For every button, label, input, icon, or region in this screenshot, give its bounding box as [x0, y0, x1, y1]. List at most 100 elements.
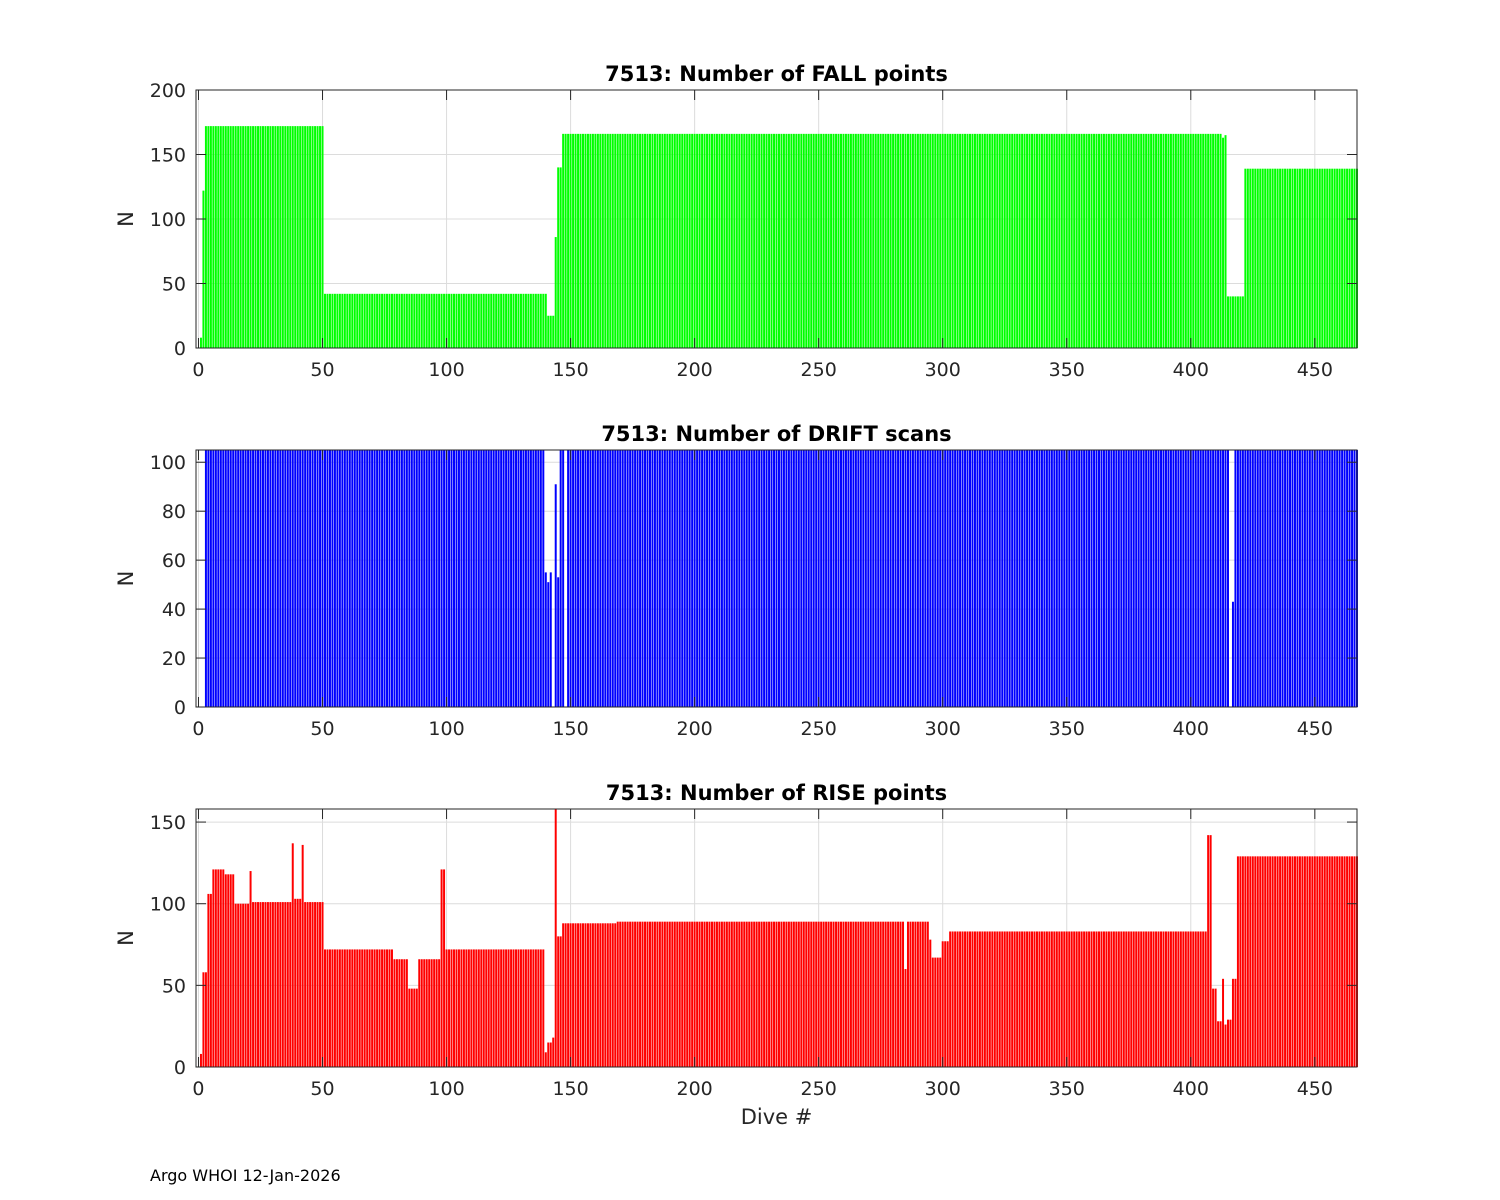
- bar-dive-316: [981, 133, 984, 348]
- bar-dive-137: [537, 450, 540, 707]
- bar-dive-217: [735, 133, 738, 348]
- bar-dive-325: [1003, 133, 1006, 348]
- bar-dive-158: [589, 450, 592, 707]
- bar-dive-356: [1080, 133, 1083, 348]
- bar-dive-361: [1093, 133, 1096, 348]
- bar-dive-427: [1256, 168, 1259, 348]
- bar-dive-329: [1013, 931, 1016, 1067]
- bar-dive-379: [1137, 133, 1140, 348]
- bar-dive-332: [1021, 931, 1024, 1067]
- bar-dive-197: [686, 921, 689, 1067]
- bar-dive-31: [274, 902, 277, 1067]
- bar-dive-124: [505, 293, 508, 348]
- bar-dive-61: [348, 293, 351, 348]
- bar-dive-363: [1098, 450, 1100, 707]
- bar-dive-148: [564, 133, 567, 348]
- bar-dive-387: [1157, 133, 1160, 348]
- bar-dive-415: [1227, 1019, 1229, 1067]
- bar-dive-155: [582, 133, 584, 348]
- bar-dive-255: [830, 133, 833, 348]
- bar-dive-242: [797, 921, 800, 1067]
- bar-dive-346: [1055, 931, 1058, 1067]
- bar-dive-311: [969, 450, 971, 707]
- bar-dive-430: [1264, 168, 1267, 348]
- bar-dive-102: [450, 949, 453, 1067]
- bar-dive-234: [777, 921, 780, 1067]
- x-tick-label: 50: [310, 359, 334, 381]
- bar-dive-286: [906, 133, 909, 348]
- bar-dive-354: [1075, 133, 1078, 348]
- bar-dive-362: [1095, 133, 1098, 348]
- bar-dive-197: [686, 450, 689, 707]
- bar-dive-16: [237, 903, 240, 1067]
- bar-dive-343: [1048, 133, 1051, 348]
- bar-dive-278: [887, 450, 890, 707]
- bar-dive-199: [691, 133, 694, 348]
- bar-dive-15: [234, 450, 237, 707]
- bar-dive-64: [356, 450, 359, 707]
- bar-dive-87: [413, 450, 416, 707]
- bar-dive-24: [257, 450, 260, 707]
- bar-dive-59: [343, 293, 346, 348]
- bar-dive-355: [1078, 931, 1081, 1067]
- bar-dive-240: [792, 133, 795, 348]
- bar-dive-271: [869, 133, 872, 348]
- bar-dive-403: [1197, 450, 1200, 707]
- bar-dive-108: [465, 949, 468, 1067]
- bar-dive-237: [785, 133, 788, 348]
- bar-dive-101: [448, 949, 451, 1067]
- bar-dive-126: [510, 293, 513, 348]
- bar-dive-103: [453, 450, 455, 707]
- bar-dive-325: [1003, 931, 1006, 1067]
- bar-dive-101: [448, 450, 451, 707]
- bar-dive-142: [549, 1042, 552, 1067]
- y-tick-label: 100: [150, 452, 186, 474]
- bar-dive-90: [420, 959, 423, 1067]
- bar-dive-441: [1291, 856, 1294, 1067]
- bar-dive-54: [331, 293, 334, 348]
- bar-dive-122: [500, 450, 503, 707]
- bar-dive-96: [435, 959, 438, 1067]
- bar-dive-401: [1192, 931, 1195, 1067]
- x-tick-label: 300: [925, 359, 961, 381]
- bar-dive-382: [1145, 450, 1148, 707]
- bar-dive-454: [1323, 856, 1326, 1067]
- bar-dive-44: [306, 126, 309, 349]
- bar-dive-383: [1147, 133, 1150, 348]
- bar-dive-410: [1214, 133, 1217, 348]
- bar-dive-138: [539, 293, 542, 348]
- bar-dive-37: [289, 450, 292, 707]
- bar-dive-33: [279, 126, 282, 349]
- bar-dive-416: [1229, 296, 1232, 348]
- bar-dive-109: [467, 949, 470, 1067]
- bar-dive-232: [773, 133, 776, 348]
- bar-dive-49: [319, 902, 322, 1067]
- bar-dive-60: [346, 949, 349, 1067]
- bar-dive-130: [519, 450, 522, 707]
- bar-dive-36: [286, 126, 289, 349]
- bar-dive-304: [951, 133, 954, 348]
- bar-dive-436: [1279, 168, 1282, 348]
- bar-dive-431: [1266, 168, 1269, 348]
- bar-dive-359: [1088, 133, 1091, 348]
- bar-dive-411: [1217, 1021, 1220, 1067]
- bar-dive-451: [1316, 450, 1319, 707]
- bar-dive-183: [651, 450, 654, 707]
- bar-dive-110: [470, 450, 473, 707]
- bar-dive-179: [641, 450, 644, 707]
- bar-dive-243: [800, 450, 803, 707]
- bar-dive-86: [410, 293, 413, 348]
- bar-dive-159: [591, 923, 594, 1067]
- bar-dive-48: [316, 902, 319, 1067]
- bar-dive-12: [227, 126, 230, 349]
- bar-dive-290: [916, 921, 919, 1067]
- bar-dive-270: [867, 133, 870, 348]
- bar-dive-284: [902, 450, 905, 707]
- bar-dive-393: [1172, 931, 1175, 1067]
- bar-dive-57: [338, 293, 341, 348]
- bar-dive-216: [733, 133, 736, 348]
- y-tick-label: 80: [162, 501, 186, 523]
- bar-dive-107: [462, 450, 465, 707]
- x-tick-label: 350: [1049, 359, 1085, 381]
- bar-dive-355: [1078, 450, 1081, 707]
